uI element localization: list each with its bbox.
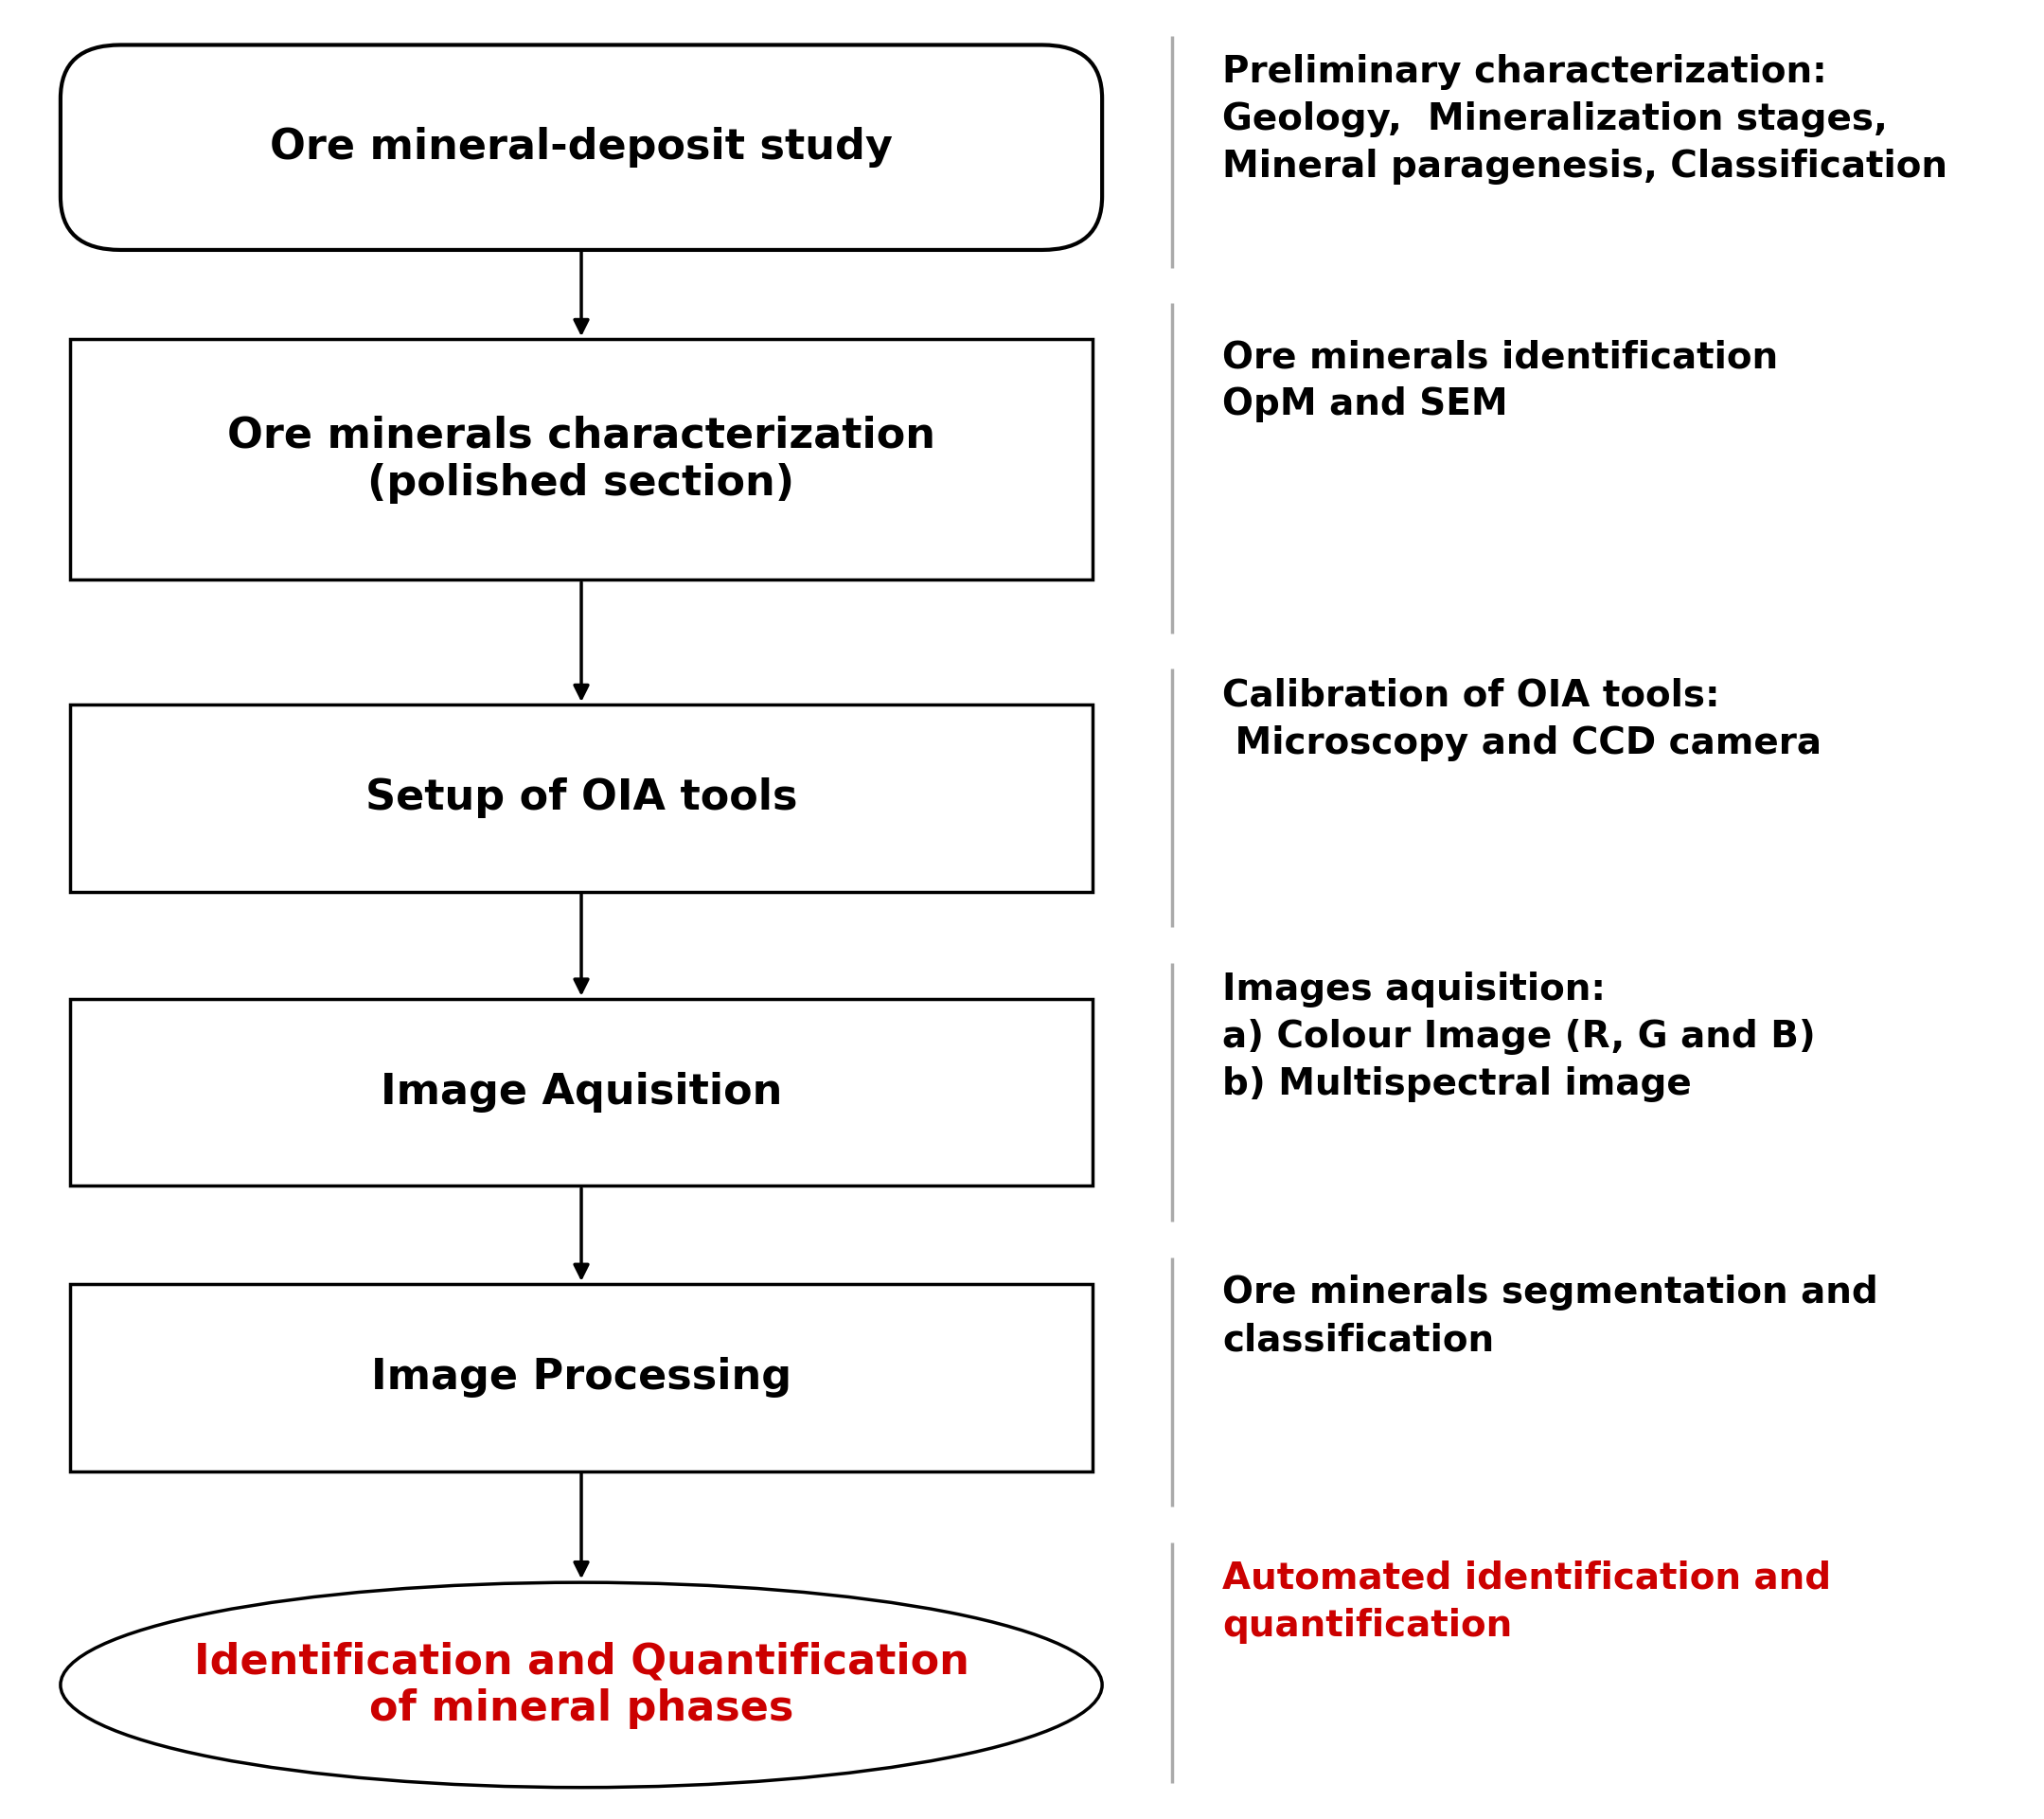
Text: Setup of OIA tools: Setup of OIA tools <box>366 779 797 819</box>
Text: Images aquisition:
a) Colour Image (R, G and B)
b) Multispectral image: Images aquisition: a) Colour Image (R, G… <box>1222 971 1815 1102</box>
FancyBboxPatch shape <box>69 338 1091 580</box>
Text: Preliminary characterization:
Geology,  Mineralization stages,
Mineral paragenes: Preliminary characterization: Geology, M… <box>1222 55 1948 184</box>
Ellipse shape <box>61 1583 1102 1788</box>
Text: Ore mineral-deposit study: Ore mineral-deposit study <box>270 127 893 167</box>
Text: Automated identification and
quantification: Automated identification and quantificat… <box>1222 1561 1831 1644</box>
Text: Image Aquisition: Image Aquisition <box>380 1071 783 1113</box>
FancyBboxPatch shape <box>69 1284 1091 1472</box>
FancyBboxPatch shape <box>61 45 1102 249</box>
Text: Ore minerals identification
OpM and SEM: Ore minerals identification OpM and SEM <box>1222 338 1778 422</box>
Text: Ore minerals characterization
(polished section): Ore minerals characterization (polished … <box>227 415 936 504</box>
Text: Ore minerals segmentation and
classification: Ore minerals segmentation and classifica… <box>1222 1275 1878 1359</box>
Text: Image Processing: Image Processing <box>372 1357 791 1397</box>
Text: Calibration of OIA tools:
 Microscopy and CCD camera: Calibration of OIA tools: Microscopy and… <box>1222 678 1821 760</box>
FancyBboxPatch shape <box>69 999 1091 1186</box>
Text: Identification and Quantification
of mineral phases: Identification and Quantification of min… <box>194 1641 969 1728</box>
FancyBboxPatch shape <box>69 704 1091 891</box>
